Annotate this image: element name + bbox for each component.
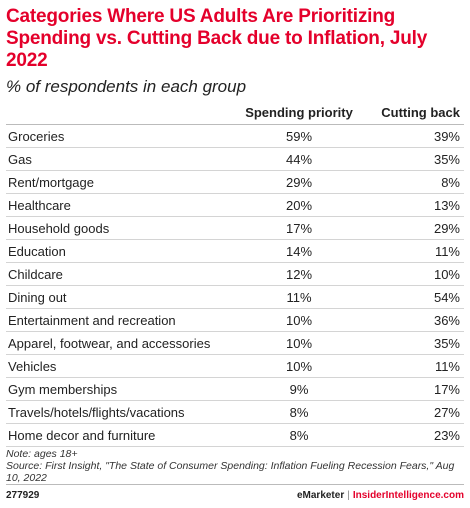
spending-priority-value: 14% <box>240 239 358 263</box>
table-row: Groceries 59% 39% <box>6 124 464 148</box>
cutting-back-value: 27% <box>358 400 464 424</box>
spending-priority-value: 10% <box>240 308 358 332</box>
cutting-back-value: 39% <box>358 124 464 148</box>
chart-id: 277929 <box>6 490 40 501</box>
spending-priority-value: 8% <box>240 400 358 424</box>
spending-priority-value: 10% <box>240 331 358 355</box>
spending-priority-value: 44% <box>240 147 358 171</box>
cutting-back-value: 11% <box>358 354 464 378</box>
brand-emarketer: eMarketer <box>296 490 345 501</box>
cutting-back-value: 8% <box>358 170 464 194</box>
footer-divider <box>6 484 464 485</box>
table-row: Vehicles 10% 11% <box>6 354 464 378</box>
cutting-back-value: 54% <box>358 285 464 309</box>
cutting-back-value: 29% <box>358 216 464 240</box>
category-label: Childcare <box>6 262 240 286</box>
source-text: Source: First Insight, "The State of Con… <box>6 460 455 484</box>
brand-separator: | <box>347 490 350 501</box>
category-label: Healthcare <box>6 193 240 217</box>
category-label: Education <box>6 239 240 263</box>
table-row: Entertainment and recreation 10% 36% <box>6 308 464 332</box>
cutting-back-value: 10% <box>358 262 464 286</box>
table-row: Gas 44% 35% <box>6 147 464 171</box>
category-label: Household goods <box>6 216 240 240</box>
table-row: Healthcare 20% 13% <box>6 193 464 217</box>
spending-priority-value: 20% <box>240 193 358 217</box>
column-header-spending-priority: Spending priority <box>240 100 358 125</box>
category-label: Travels/hotels/flights/vacations <box>6 400 240 424</box>
table-row: Education 14% 11% <box>6 239 464 263</box>
data-table: Spending priority Cutting back Groceries… <box>6 100 464 447</box>
table-body: Groceries 59% 39% Gas 44% 35% Rent/mortgage 29%… <box>6 124 464 447</box>
spending-priority-value: 10% <box>240 354 358 378</box>
spending-priority-value: 17% <box>240 216 358 240</box>
cutting-back-value: 13% <box>358 193 464 217</box>
category-label: Groceries <box>6 124 240 148</box>
category-label: Entertainment and recreation <box>6 308 240 332</box>
spending-priority-value: 59% <box>240 124 358 148</box>
column-header-cutting-back: Cutting back <box>358 100 464 125</box>
note-text: Note: ages 18+ <box>6 448 78 460</box>
table-row: Home decor and furniture 8% 23% <box>6 423 464 447</box>
spending-priority-value: 29% <box>240 170 358 194</box>
table-header-row: Spending priority Cutting back <box>6 100 464 125</box>
table-row: Household goods 17% 29% <box>6 216 464 240</box>
spending-priority-value: 11% <box>240 285 358 309</box>
footnotes: Note: ages 18+ Source: First Insight, "T… <box>6 448 464 484</box>
brand-insider-intelligence-link[interactable]: InsiderIntelligence.com <box>352 490 464 501</box>
spending-priority-value: 8% <box>240 423 358 447</box>
category-label: Dining out <box>6 285 240 309</box>
chart-title: Categories Where US Adults Are Prioritiz… <box>6 6 428 71</box>
column-header-category <box>6 100 240 125</box>
table-row: Travels/hotels/flights/vacations 8% 27% <box>6 400 464 424</box>
cutting-back-value: 11% <box>358 239 464 263</box>
category-label: Gym memberships <box>6 377 240 401</box>
category-label: Apparel, footwear, and accessories <box>6 331 240 355</box>
table-row: Dining out 11% 54% <box>6 285 464 309</box>
cutting-back-value: 17% <box>358 377 464 401</box>
category-label: Rent/mortgage <box>6 170 240 194</box>
table-row: Childcare 12% 10% <box>6 262 464 286</box>
cutting-back-value: 35% <box>358 147 464 171</box>
cutting-back-value: 36% <box>358 308 464 332</box>
table-row: Gym memberships 9% 17% <box>6 377 464 401</box>
cutting-back-value: 23% <box>358 423 464 447</box>
category-label: Vehicles <box>6 354 240 378</box>
chart-subtitle: % of respondents in each group <box>6 77 247 96</box>
table-row: Apparel, footwear, and accessories 10% 35% <box>6 331 464 355</box>
spending-priority-value: 12% <box>240 262 358 286</box>
cutting-back-value: 35% <box>358 331 464 355</box>
category-label: Home decor and furniture <box>6 423 240 447</box>
spending-priority-value: 9% <box>240 377 358 401</box>
brand-credit: eMarketer | InsiderIntelligence.com <box>297 490 464 501</box>
table-row: Rent/mortgage 29% 8% <box>6 170 464 194</box>
category-label: Gas <box>6 147 240 171</box>
